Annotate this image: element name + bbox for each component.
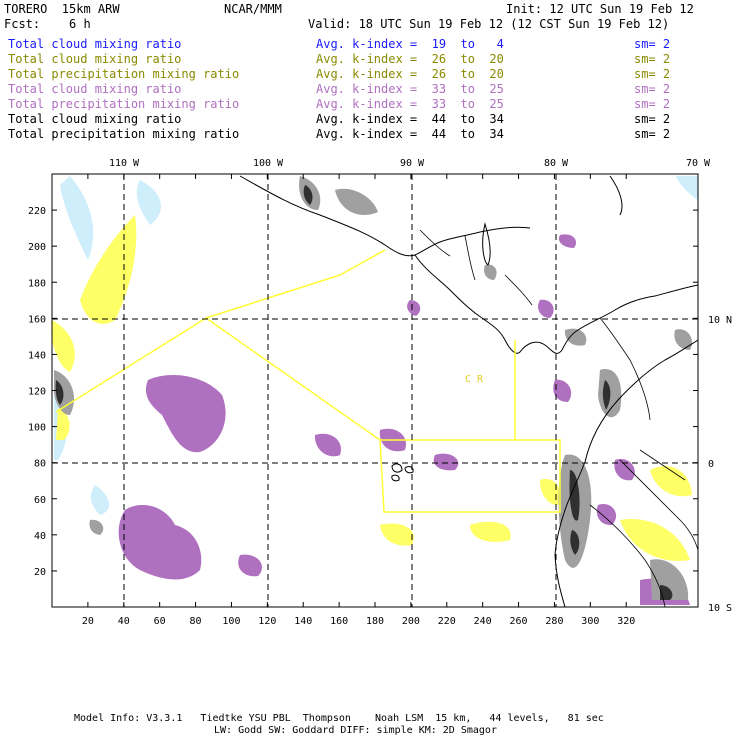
y-tick-label: 100	[28, 423, 46, 434]
footer-model-info: Model Info: V3.3.1 Tiedtke YSU PBL Thomp…	[74, 713, 604, 724]
legend-field: Total cloud mixing ratio	[8, 112, 182, 126]
x-tick-label: 40	[118, 616, 130, 627]
country-borders	[419, 229, 698, 607]
y-tick-label: 160	[28, 314, 46, 325]
longitude-label: 100 W	[253, 158, 284, 169]
x-tick-label: 300	[581, 616, 599, 627]
longitude-label: 80 W	[544, 158, 569, 169]
region-label-cr: C R	[465, 374, 484, 385]
y-tick-label: 200	[28, 242, 46, 253]
y-tick-label: 120	[28, 387, 46, 398]
y-tick-label: 40	[34, 531, 46, 542]
x-tick-label: 180	[366, 616, 384, 627]
latitude-label: 10 S	[708, 603, 732, 614]
y-tick-label: 140	[28, 350, 46, 361]
latitude-label: 0	[708, 459, 714, 470]
org-label: NCAR/MMM	[224, 2, 282, 16]
y-tick-label: 180	[28, 278, 46, 289]
legend-sm: sm= 2	[634, 82, 671, 96]
x-tick-label: 200	[402, 616, 420, 627]
legend-sm: sm= 2	[634, 67, 671, 81]
model-title: TORERO 15km ARW	[4, 2, 120, 16]
x-tick-label: 320	[617, 616, 635, 627]
legend-sm: sm= 2	[634, 37, 671, 51]
valid-time: Valid: 18 UTC Sun 19 Feb 12 (12 CST Sun …	[308, 17, 670, 31]
y-tick-label: 220	[28, 206, 46, 217]
legend-field: Total precipitation mixing ratio	[8, 97, 240, 111]
axis-ticks	[52, 174, 698, 607]
x-tick-label: 120	[258, 616, 276, 627]
legend-field: Total cloud mixing ratio	[8, 37, 182, 51]
cyan-cloud-areas	[54, 176, 698, 515]
lat-lon-grid	[52, 174, 698, 607]
dark-mixing-areas	[55, 185, 673, 600]
x-tick-label: 140	[294, 616, 312, 627]
legend-kindex: Avg. k-index = 44 to 34	[316, 127, 504, 141]
legend-kindex: Avg. k-index = 26 to 20	[316, 52, 504, 66]
legend-kindex: Avg. k-index = 33 to 25	[316, 82, 504, 96]
legend-kindex: Avg. k-index = 26 to 20	[316, 67, 504, 81]
longitude-label: 70 W	[686, 158, 711, 169]
field-layer	[52, 174, 698, 607]
legend-field: Total cloud mixing ratio	[8, 52, 182, 66]
coastlines	[239, 175, 698, 607]
y-tick-label: 80	[34, 459, 46, 470]
y-tick-label: 60	[34, 495, 46, 506]
legend-field: Total cloud mixing ratio	[8, 82, 182, 96]
x-tick-label: 220	[438, 616, 456, 627]
forecast-hour: Fcst: 6 h	[4, 17, 91, 31]
legend-sm: sm= 2	[634, 127, 671, 141]
legend-kindex: Avg. k-index = 33 to 25	[316, 97, 504, 111]
x-tick-label: 20	[82, 616, 94, 627]
x-tick-label: 100	[222, 616, 240, 627]
legend-field: Total precipitation mixing ratio	[8, 67, 240, 81]
legend-sm: sm= 2	[634, 112, 671, 126]
x-tick-label: 280	[545, 616, 563, 627]
x-tick-label: 260	[510, 616, 528, 627]
latitude-label: 10 N	[708, 315, 732, 326]
legend-sm: sm= 2	[634, 52, 671, 66]
yellow-mixing-areas	[52, 215, 692, 561]
legend-kindex: Avg. k-index = 44 to 34	[316, 112, 504, 126]
y-tick-label: 20	[34, 567, 46, 578]
x-tick-label: 160	[330, 616, 348, 627]
init-time: Init: 12 UTC Sun 19 Feb 12	[506, 2, 694, 16]
footer-physics-info: LW: Godd SW: Goddard DIFF: simple KM: 2D…	[214, 725, 497, 736]
legend-field: Total precipitation mixing ratio	[8, 127, 240, 141]
axis-labels: 20 40 60 80 100 120 140 160 180 200 220 240 260 280 30…	[28, 158, 732, 627]
legend-kindex: Avg. k-index = 19 to 4	[316, 37, 504, 51]
x-tick-label: 80	[190, 616, 202, 627]
x-tick-label: 60	[154, 616, 166, 627]
region-boxes	[55, 249, 561, 513]
longitude-label: 90 W	[400, 158, 425, 169]
longitude-label: 110 W	[109, 158, 140, 169]
legend-sm: sm= 2	[634, 97, 671, 111]
purple-mixing-areas	[118, 234, 690, 605]
x-tick-label: 240	[474, 616, 492, 627]
